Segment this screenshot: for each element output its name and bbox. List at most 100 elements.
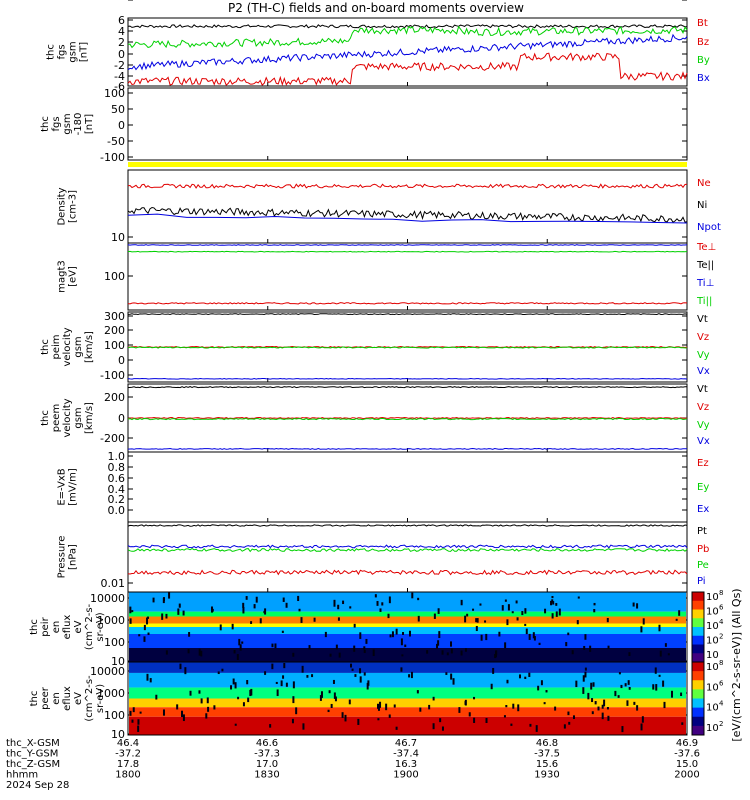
spectrogram-speck — [242, 602, 245, 608]
spectrogram-speck — [297, 595, 300, 602]
spectrogram-speck — [535, 725, 538, 732]
spectrogram-speck — [641, 716, 644, 723]
y-tick-label: 1.0 — [108, 450, 126, 463]
colorbar-tick: 10 — [706, 662, 719, 673]
panel-pressure: Pressure[nPa] 0.01 Pt Pb Pe Pi — [57, 521, 709, 593]
y-tick-label: 100 — [104, 636, 125, 649]
y-tick-label: 4 — [118, 25, 125, 38]
spectrogram-speck — [519, 674, 522, 679]
spectrogram-speck — [577, 596, 580, 599]
pb-line — [127, 569, 688, 576]
panel-efield: E=-VxB[mV/m] 1.00.80.60.40.20.0 Ez Ey Ex — [57, 450, 709, 523]
spectrogram-speck — [379, 701, 382, 708]
spectrogram-speck — [533, 636, 536, 641]
y-axis-label: Pressure[nPa] — [57, 536, 79, 579]
colorbar-exp: 2 — [719, 720, 723, 728]
spectrogram-speck — [551, 595, 554, 599]
spectrogram-speck — [393, 704, 396, 708]
spectrogram-speck — [417, 597, 420, 601]
spectrogram-speck — [460, 599, 463, 606]
spectrogram-speck — [207, 706, 210, 712]
spectrogram-speck — [506, 679, 509, 684]
spectrogram-speck — [236, 654, 239, 660]
spectrogram-speck — [460, 650, 463, 656]
by-line — [127, 25, 688, 49]
spectrogram-speck — [231, 623, 234, 630]
spectrogram-speck — [217, 671, 220, 675]
spectrogram-speck — [328, 690, 331, 694]
y-tick-label: 100 — [104, 339, 125, 352]
y-axis-label: thcfgsgsm-180[nT] — [40, 113, 95, 136]
spectrogram-speck — [342, 600, 345, 605]
spectrogram-speck — [642, 618, 645, 625]
spectrogram-speck — [512, 703, 515, 709]
spectrogram-band — [129, 698, 686, 708]
spectrogram-speck — [446, 652, 449, 656]
panel-frame — [127, 661, 688, 736]
spectrogram-speck — [353, 623, 356, 628]
spectrogram-speck — [528, 633, 531, 640]
y-tick-label: 200 — [104, 324, 125, 337]
spectrogram-speck — [301, 665, 304, 673]
spectrogram-speck — [524, 608, 527, 614]
spectrogram-speck — [490, 683, 493, 690]
vy-line — [127, 346, 688, 349]
spectrogram-speck — [271, 663, 274, 670]
spectrogram-speck — [441, 650, 444, 655]
spectrogram-band — [129, 616, 686, 624]
spectrogram-speck — [137, 719, 140, 725]
y-tick-label: 10 — [111, 231, 125, 244]
spectrogram-speck — [250, 688, 253, 696]
spectrogram-speck — [621, 726, 624, 733]
spectrogram-speck — [606, 617, 609, 623]
spectrogram-speck — [432, 723, 435, 730]
spectrogram-speck — [291, 718, 294, 724]
legend-Ey: Ey — [697, 482, 709, 493]
spectrogram-speck — [544, 608, 547, 614]
spectrogram-speck — [391, 631, 394, 638]
spectrogram-speck — [551, 613, 554, 619]
spectrogram-speck — [408, 674, 411, 678]
spectrogram-speck — [432, 696, 435, 701]
spectrogram-speck — [428, 704, 431, 710]
spectrogram-speck — [379, 608, 382, 612]
colorbar-tick: 10 — [706, 607, 719, 618]
spectrogram-speck — [363, 649, 366, 654]
colorbar-step — [692, 627, 704, 637]
spectrogram-speck — [436, 643, 439, 649]
spectrogram-speck — [529, 723, 532, 727]
y-tick-label: 0 — [118, 412, 125, 425]
spectrogram-speck — [437, 608, 440, 614]
spectrogram-speck — [510, 723, 513, 726]
spectrogram-speck — [624, 683, 627, 687]
spectrogram-speck — [485, 633, 488, 641]
spectrogram-speck — [450, 673, 453, 680]
spectrogram-speck — [372, 649, 375, 657]
spectrogram-speck — [437, 640, 440, 646]
colorbar-step — [692, 689, 704, 699]
spectrogram-speck — [348, 699, 351, 705]
vz-line — [127, 416, 688, 420]
y-tick-label: 0 — [118, 354, 125, 367]
spectrogram-speck — [377, 718, 380, 721]
spectrogram-speck — [607, 645, 610, 649]
spectrogram-speck — [282, 675, 285, 679]
spectrogram-speck — [329, 653, 332, 657]
spectrogram-speck — [400, 638, 403, 646]
spectrogram-speck — [249, 689, 252, 697]
spectrogram-speck — [603, 699, 606, 707]
x-row-value: 46.7 — [395, 738, 417, 749]
y-axis-label: E=-VxB[mV/m] — [57, 468, 79, 506]
spectrogram-speck — [452, 678, 455, 685]
legend-Pe: Pe — [697, 560, 709, 571]
spectrogram-band — [129, 662, 686, 673]
spectrogram-speck — [505, 705, 508, 708]
spectrogram-speck — [237, 696, 240, 700]
legend-Ez: Ez — [697, 458, 709, 469]
spectrogram-speck — [401, 654, 404, 657]
spectrogram-band — [129, 634, 686, 648]
spectrogram-speck — [381, 602, 384, 606]
spectrogram-speck — [292, 696, 295, 704]
vx-line — [127, 447, 687, 450]
